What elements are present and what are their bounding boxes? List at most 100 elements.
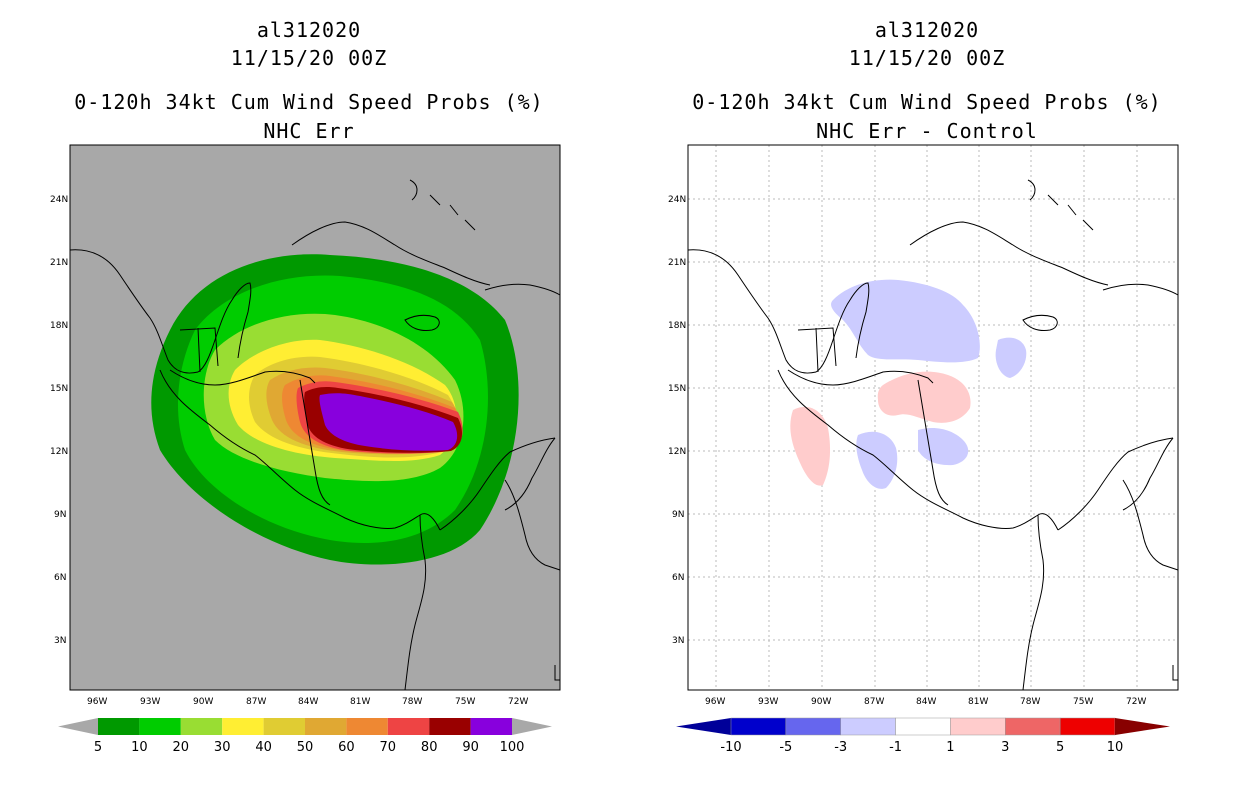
lon-label: 93W bbox=[140, 697, 160, 707]
storm-id-title: al312020 bbox=[874, 18, 980, 42]
negative-diff-area bbox=[856, 431, 898, 489]
lon-label: 87W bbox=[864, 697, 884, 707]
colorbar-swatch bbox=[222, 718, 264, 735]
product-title: 0-120h 34kt Cum Wind Speed Probs (%) bbox=[692, 90, 1162, 114]
lat-label: 18N bbox=[668, 321, 686, 331]
right-map-panel: al312020 11/15/20 00Z 0-120h 34kt Cum Wi… bbox=[618, 0, 1236, 800]
lat-label: 9N bbox=[672, 510, 684, 520]
colorbar-under-triangle bbox=[58, 718, 98, 735]
colorbar-label: 1 bbox=[946, 740, 954, 755]
left-map-svg: 24N 21N 18N 15N 12N 9N 6N 3N 96W 93W 90W… bbox=[50, 144, 561, 755]
coastlines bbox=[687, 179, 1179, 691]
lat-label: 24N bbox=[50, 195, 68, 205]
lon-label: 75W bbox=[1073, 697, 1093, 707]
colorbar-swatch bbox=[139, 718, 181, 735]
date-title: 11/15/20 00Z bbox=[230, 46, 388, 70]
lat-label: 18N bbox=[50, 321, 68, 331]
colorbar-swatch bbox=[346, 718, 388, 735]
lat-label: 15N bbox=[668, 384, 686, 394]
colorbar-swatch bbox=[98, 718, 140, 735]
lat-label: 3N bbox=[54, 636, 66, 646]
colorbar-swatch bbox=[387, 718, 430, 735]
colorbar-label: 20 bbox=[173, 740, 190, 755]
lon-label: 72W bbox=[508, 697, 528, 707]
colorbar-label: 50 bbox=[297, 740, 314, 755]
colorbar-swatch bbox=[263, 718, 305, 735]
lon-label: 96W bbox=[87, 697, 107, 707]
colorbar-swatch bbox=[429, 718, 471, 735]
colorbar-label: -5 bbox=[779, 740, 792, 755]
subtitle: NHC Err - Control bbox=[816, 119, 1038, 143]
colorbar-label: 30 bbox=[214, 740, 231, 755]
colorbar-label: 10 bbox=[1107, 740, 1124, 755]
colorbar-label: 80 bbox=[421, 740, 438, 755]
lat-label: 12N bbox=[668, 447, 686, 457]
product-title: 0-120h 34kt Cum Wind Speed Probs (%) bbox=[74, 90, 544, 114]
lon-label: 84W bbox=[916, 697, 936, 707]
lat-ticks: 24N 21N 18N 15N 12N 9N 6N 3N bbox=[50, 195, 68, 646]
map-border bbox=[687, 144, 1179, 691]
colorbar-under-triangle bbox=[676, 718, 731, 735]
lon-ticks: 96W 93W 90W 87W 84W 81W 78W 75W 72W bbox=[705, 697, 1146, 707]
coastlines bbox=[69, 179, 561, 691]
lat-label: 9N bbox=[54, 510, 66, 520]
probability-colorbar bbox=[58, 718, 552, 735]
colorbar-swatch bbox=[180, 718, 223, 735]
prob-90 bbox=[319, 393, 458, 451]
difference-colorbar bbox=[676, 717, 1170, 736]
right-map-svg: 24N 21N 18N 15N 12N 9N 6N 3N 96W 93W 90W… bbox=[668, 144, 1179, 755]
storm-id-title: al312020 bbox=[256, 18, 362, 42]
lon-label: 90W bbox=[811, 697, 831, 707]
lon-label: 72W bbox=[1126, 697, 1146, 707]
lon-label: 96W bbox=[705, 697, 725, 707]
colorbar-over-triangle bbox=[1115, 718, 1170, 735]
colorbar-swatch bbox=[1005, 717, 1061, 736]
negative-diff-area bbox=[995, 337, 1027, 378]
lon-label: 90W bbox=[193, 697, 213, 707]
colorbar-swatch bbox=[950, 717, 1006, 736]
colorbar-label: 60 bbox=[338, 740, 355, 755]
colorbar-swatch bbox=[305, 718, 347, 735]
colorbar-swatch bbox=[895, 717, 951, 736]
colorbar-swatch bbox=[840, 717, 896, 736]
colorbar-swatch bbox=[470, 718, 512, 735]
lon-label: 78W bbox=[1020, 697, 1040, 707]
colorbar-label: 40 bbox=[255, 740, 272, 755]
date-title: 11/15/20 00Z bbox=[848, 46, 1006, 70]
lon-label: 93W bbox=[758, 697, 778, 707]
colorbar-swatch bbox=[785, 717, 841, 736]
colorbar-labels: -10 -5 -3 -1 1 3 5 10 bbox=[720, 740, 1123, 755]
lon-label: 81W bbox=[350, 697, 370, 707]
lon-label: 81W bbox=[968, 697, 988, 707]
colorbar-label: 5 bbox=[1056, 740, 1064, 755]
colorbar-label: 90 bbox=[462, 740, 479, 755]
colorbar-label: -1 bbox=[889, 740, 902, 755]
colorbar-label: 70 bbox=[380, 740, 397, 755]
lat-label: 6N bbox=[672, 573, 684, 583]
lon-label: 84W bbox=[298, 697, 318, 707]
colorbar-label: -10 bbox=[720, 740, 741, 755]
colorbar-label: -3 bbox=[834, 740, 847, 755]
map-border bbox=[69, 144, 561, 691]
colorbar-label: 5 bbox=[94, 740, 102, 755]
lat-label: 3N bbox=[672, 636, 684, 646]
colorbar-label: 10 bbox=[131, 740, 148, 755]
lon-label: 78W bbox=[402, 697, 422, 707]
lat-ticks: 24N 21N 18N 15N 12N 9N 6N 3N bbox=[668, 195, 686, 646]
colorbar-over-triangle bbox=[512, 718, 552, 735]
lat-label: 12N bbox=[50, 447, 68, 457]
lon-label: 87W bbox=[246, 697, 266, 707]
lat-label: 24N bbox=[668, 195, 686, 205]
colorbar-label: 3 bbox=[1001, 740, 1009, 755]
positive-diff-area bbox=[877, 371, 971, 423]
subtitle: NHC Err bbox=[263, 119, 355, 143]
colorbar-swatch bbox=[1059, 717, 1116, 736]
lat-label: 21N bbox=[50, 258, 68, 268]
lat-label: 15N bbox=[50, 384, 68, 394]
colorbar-labels: 5 10 20 30 40 50 60 70 80 90 100 bbox=[94, 740, 525, 755]
positive-diff-area bbox=[790, 406, 831, 486]
colorbar-label: 100 bbox=[500, 740, 525, 755]
lon-label: 75W bbox=[455, 697, 475, 707]
colorbar-swatch bbox=[730, 717, 787, 736]
lat-label: 21N bbox=[668, 258, 686, 268]
